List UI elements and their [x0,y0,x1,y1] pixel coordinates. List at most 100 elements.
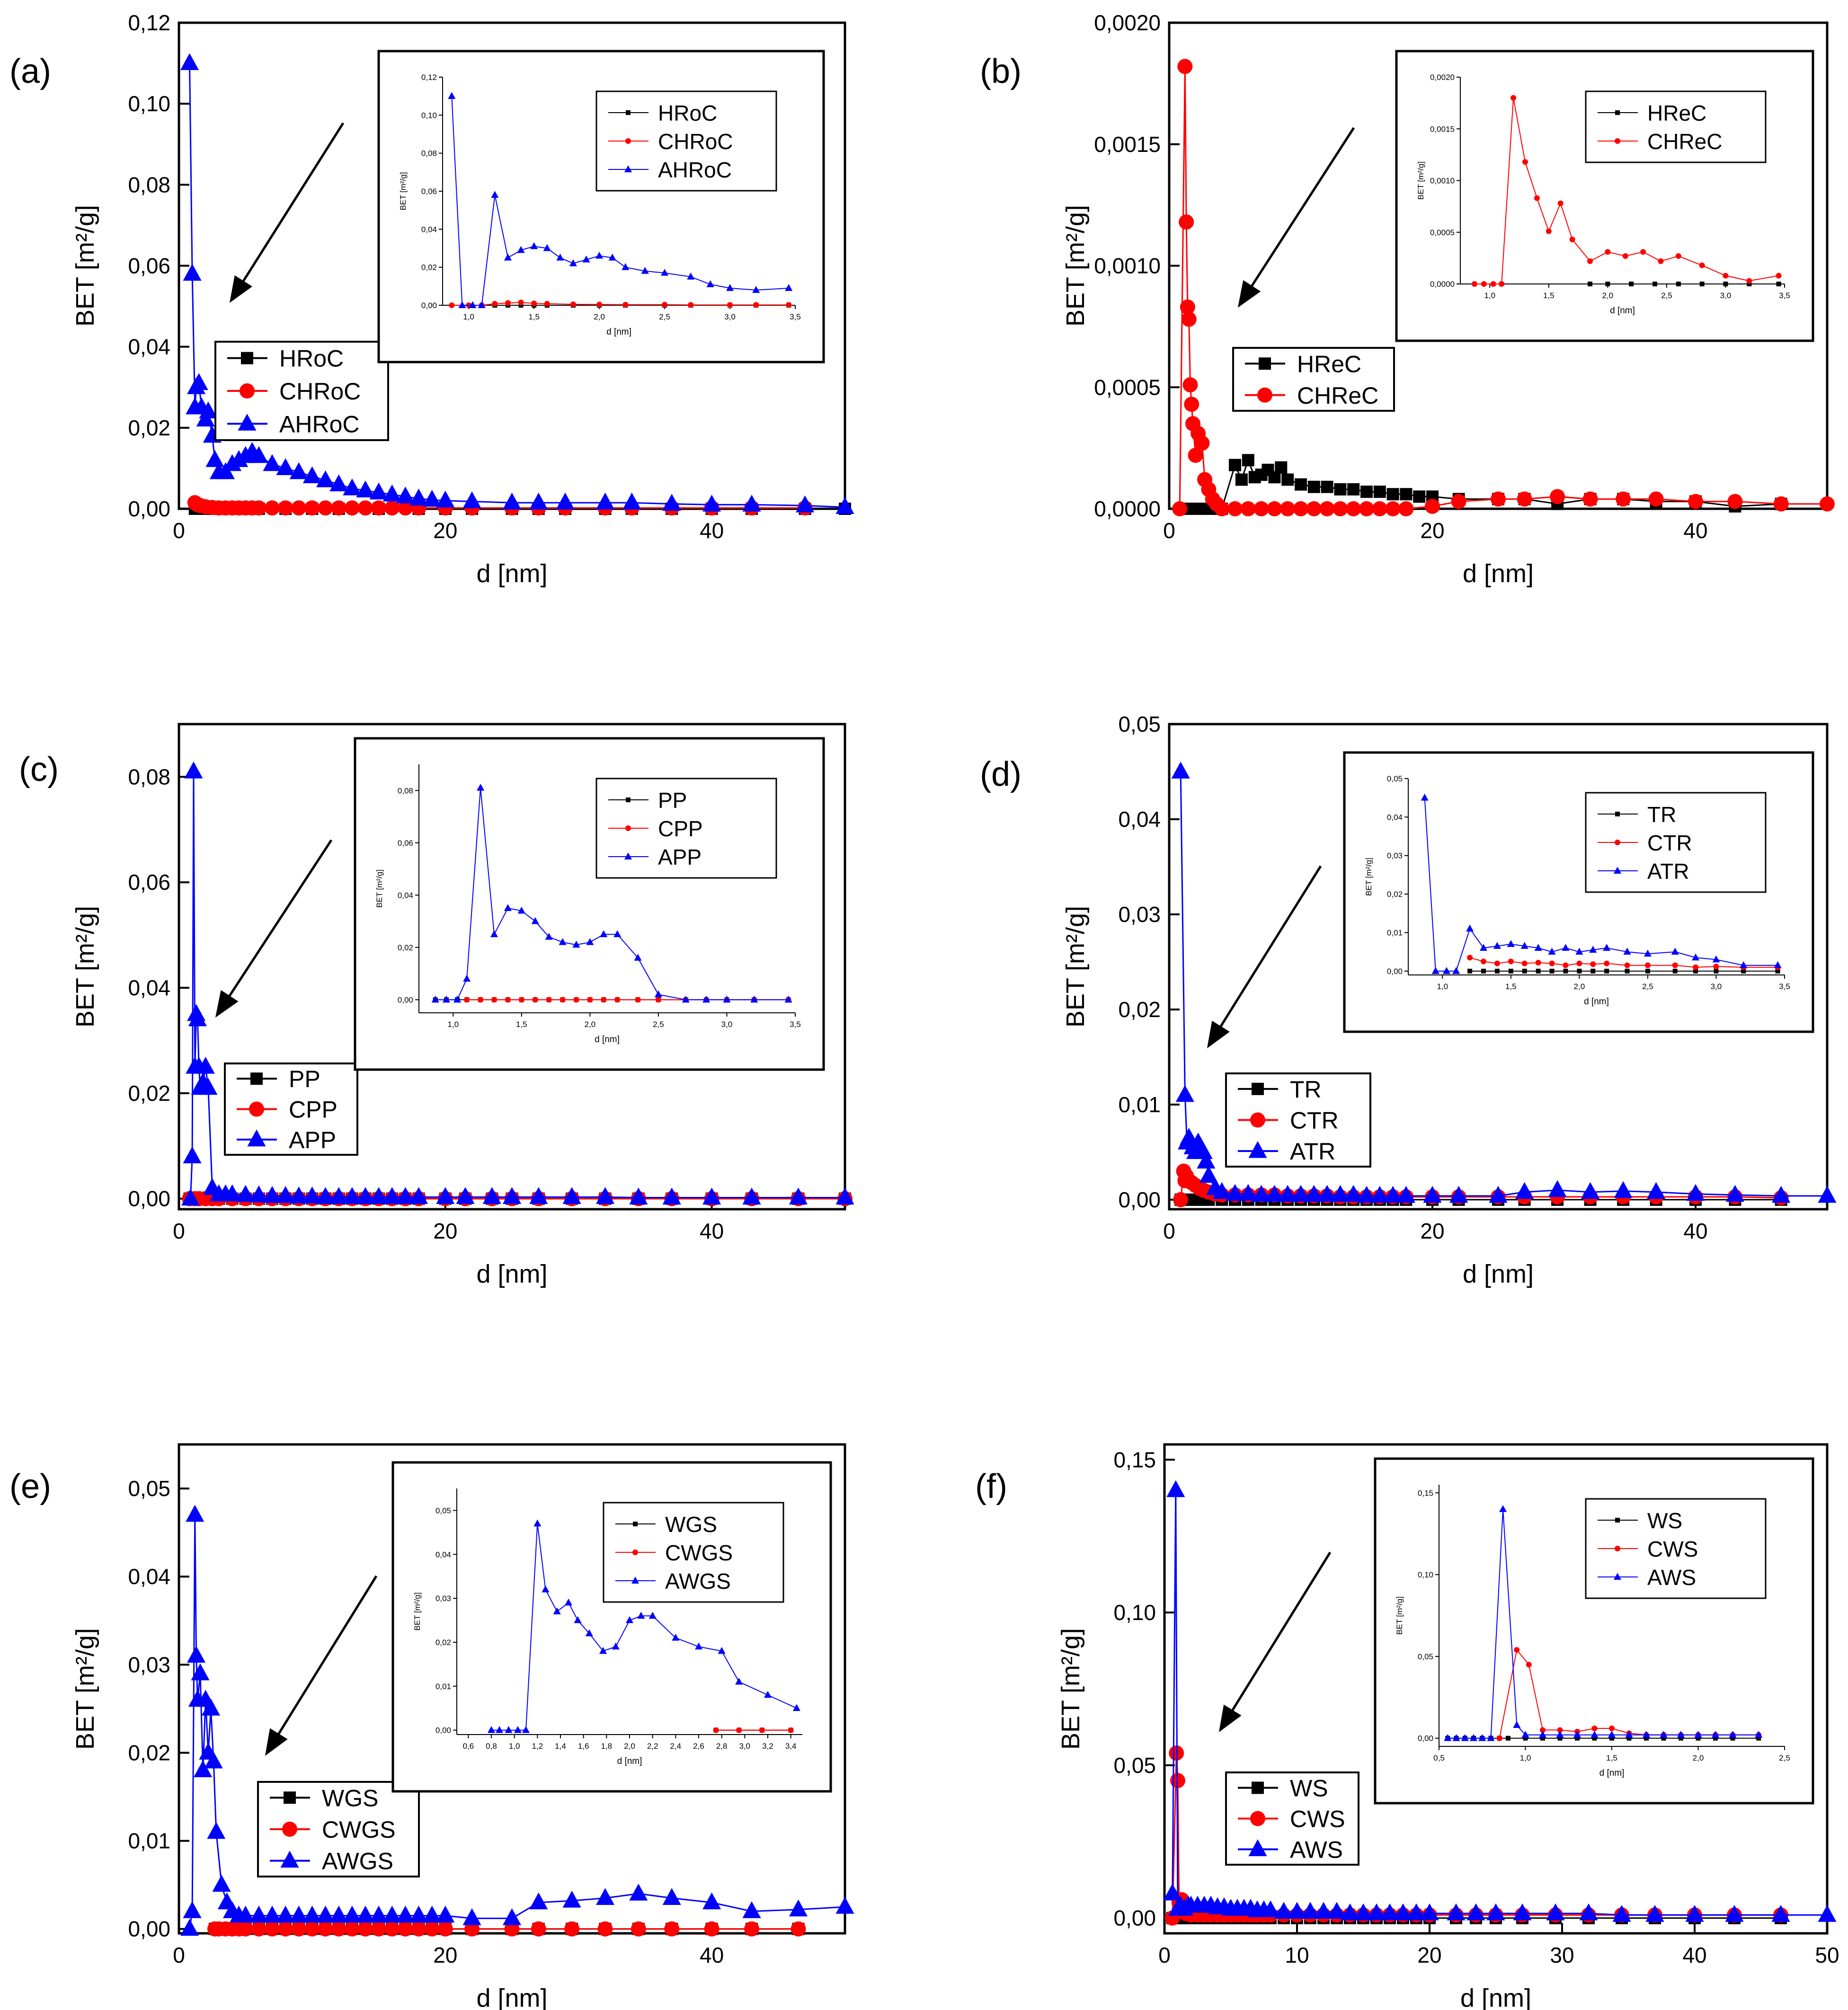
inset-data-point [1577,968,1582,974]
data-point [1239,1184,1258,1201]
data-point [631,1921,646,1937]
panel-label: (f) [975,1468,1007,1505]
data-point [199,401,218,419]
data-point [1372,501,1387,516]
data-point [212,1875,231,1892]
inset-data-point [574,1616,582,1623]
y-tick-label: 0,03 [128,1652,170,1677]
inset-x-tick-label: 3,5 [1779,291,1790,300]
series-CWGS [207,1921,806,1937]
y-tick-label: 0,00 [128,496,170,521]
inset-data-point [453,995,461,1003]
inset-data-point [505,997,511,1003]
inset-data-point [1623,947,1631,955]
inset-x-tick-label: 1,5 [1606,1753,1617,1762]
data-point [184,761,203,779]
data-point [396,1905,415,1923]
data-point [329,1905,348,1923]
inset-data-point [1522,159,1528,165]
data-point [1281,473,1294,486]
inset: 0,00 0,01 0,02 0,03 0,04 0,05 0,6 0,8 1,0 1,2 1,4 1… [391,1461,832,1793]
inset-data-point [1696,1736,1701,1741]
inset-legend-label: AWGS [665,1569,731,1594]
data-point [1354,1903,1373,1921]
inset-data-point [1644,949,1652,957]
inset-legend-marker [625,138,631,144]
inset-data-point [1729,1731,1737,1738]
data-point [382,1905,401,1923]
inset-data-point [518,303,524,308]
y-axis-label: BET [m²/g] [1061,906,1090,1027]
inset-data-point [764,1691,772,1698]
inset-data-point [718,1647,726,1654]
y-tick-label: 0,01 [1118,1092,1161,1117]
data-point [249,1905,268,1923]
inset-data-point [1590,961,1596,967]
data-point [1648,491,1664,507]
inset-data-point [487,1726,496,1733]
legend-marker [1248,1141,1267,1158]
inset-data-point [753,302,759,308]
inset-data-point [1723,273,1729,279]
chart-panel-c: (c) 0,00 0,02 0,04 0,06 0,08 0 20 40 d [nm] BET [m… [19,723,854,1288]
inset-data-point [596,301,603,308]
legend: HRoC CHRoC AHRoC [214,341,389,441]
inset-data-point [1444,1734,1452,1741]
data-point [409,1187,428,1204]
data-point [302,1905,321,1923]
data-point [556,492,575,510]
inset-data-point [1730,1736,1735,1741]
inset-data-point [1469,1734,1478,1741]
inset-legend-label: TR [1647,802,1676,827]
inset-series-AWGS [487,1519,800,1733]
inset-data-point [1642,1731,1651,1738]
data-point [278,500,293,516]
inset-data-point [533,1519,542,1527]
inset-y-tick-label: 0,02 [421,263,437,272]
inset-data-point [1747,282,1752,286]
inset-data-point [1452,967,1460,974]
y-tick-label: 0,00 [1118,1187,1161,1212]
inset-y-tick-label: 0,01 [435,1682,451,1691]
x-tick-label: 20 [1420,518,1444,543]
data-point [1344,1185,1363,1202]
data-point [331,1921,346,1937]
inset-series-line [452,301,789,306]
inset-legend-label: WGS [665,1512,717,1537]
inset-data-point [1609,1725,1615,1731]
data-point [482,1187,501,1204]
inset-x-tick-label: 0,6 [463,1742,474,1751]
legend-marker [1259,357,1271,370]
inset-x-tick-label: 1,0 [463,312,474,321]
inset-data-point [1490,281,1496,287]
data-point [1166,1480,1185,1497]
data-point [344,1921,360,1937]
inset-legend-label: WS [1647,1508,1682,1533]
inset-x-tick-label: 1,5 [516,1020,527,1029]
inset-x-axis-label: d [nm] [1610,306,1635,316]
inset-data-point [1538,1731,1547,1738]
data-point [835,497,854,514]
y-tick-label: 0,04 [128,975,170,1000]
inset-data-point [1549,960,1555,966]
y-tick-label: 0,00 [1113,1906,1156,1930]
inset-x-axis-label: d [nm] [595,1035,620,1045]
inset-data-point [1493,942,1501,949]
inset-data-point [585,1629,593,1637]
legend-marker [249,1101,264,1117]
inset-data-point [1672,962,1678,968]
inset-data-point [1776,273,1782,279]
inset-data-point [1494,960,1500,966]
inset-data-point [505,300,511,306]
inset: 0,00 0,02 0,04 0,06 0,08 1,0 1,5 2,0 2,5 3,0 3,5 d … [354,737,825,1071]
data-point [462,491,481,509]
inset-data-point [448,92,456,99]
data-point [329,474,348,492]
chart-panel-b: (b) 0,0000 0,0005 0,0010 0,0015 0,0020 0 20 40 d … [980,10,1835,588]
y-axis-label: BET [m²/g] [1057,1628,1085,1750]
data-point [1347,483,1360,496]
data-point [742,1187,761,1204]
inset-data-point [587,997,593,1003]
inset-data-point [463,974,471,982]
data-point [398,1921,413,1937]
